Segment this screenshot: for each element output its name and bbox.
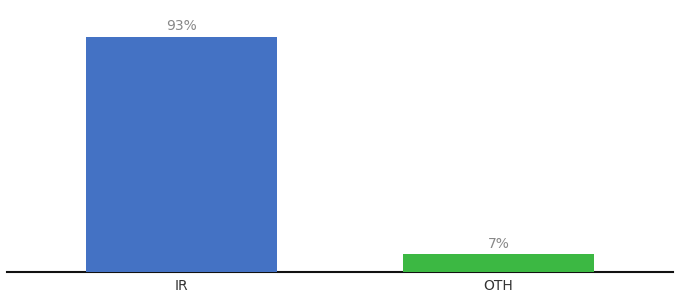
Text: 7%: 7%: [488, 237, 509, 250]
Bar: [86, 37, 277, 272]
Bar: [403, 254, 594, 272]
Text: 93%: 93%: [166, 20, 197, 34]
